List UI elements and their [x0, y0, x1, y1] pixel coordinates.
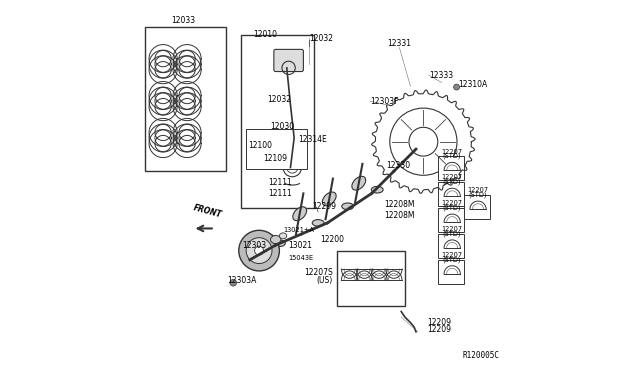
- Ellipse shape: [271, 235, 281, 244]
- Text: 12303A: 12303A: [228, 276, 257, 285]
- Bar: [438, 182, 464, 206]
- Text: 12299: 12299: [312, 202, 337, 211]
- Text: (STD): (STD): [443, 256, 461, 263]
- Bar: [464, 195, 490, 219]
- Text: (STD): (STD): [443, 153, 461, 160]
- Text: 12032: 12032: [309, 34, 333, 43]
- Ellipse shape: [292, 207, 307, 221]
- Text: 12310A: 12310A: [458, 80, 488, 89]
- Text: 12207: 12207: [441, 174, 462, 180]
- Ellipse shape: [371, 186, 383, 193]
- Ellipse shape: [312, 219, 324, 226]
- Ellipse shape: [342, 203, 353, 210]
- Circle shape: [246, 238, 272, 263]
- Text: 12207S: 12207S: [304, 268, 333, 277]
- Text: 12209: 12209: [427, 318, 451, 327]
- Bar: [145, 27, 226, 171]
- Circle shape: [454, 84, 460, 90]
- Text: 12207: 12207: [441, 149, 462, 155]
- Text: 12200: 12200: [320, 235, 344, 244]
- Text: 12207: 12207: [441, 252, 462, 258]
- Text: 12333: 12333: [429, 71, 453, 80]
- Bar: [438, 234, 464, 258]
- Text: 12111: 12111: [268, 189, 292, 198]
- Text: (STD): (STD): [443, 179, 461, 185]
- Text: 12207: 12207: [467, 187, 488, 193]
- FancyBboxPatch shape: [274, 49, 303, 71]
- Text: 13021: 13021: [289, 241, 312, 250]
- Ellipse shape: [323, 192, 336, 206]
- Text: (STD): (STD): [468, 192, 487, 198]
- Text: FRONT: FRONT: [192, 203, 223, 219]
- Bar: [438, 157, 464, 180]
- Text: (STD): (STD): [443, 230, 461, 237]
- Ellipse shape: [352, 176, 365, 190]
- Text: 12033: 12033: [172, 16, 195, 25]
- Text: (US): (US): [317, 276, 333, 285]
- Text: 13021+A: 13021+A: [283, 227, 314, 233]
- Circle shape: [255, 246, 264, 255]
- Bar: [438, 208, 464, 232]
- Text: 12208M: 12208M: [385, 200, 415, 209]
- Text: 12010: 12010: [253, 30, 278, 39]
- Bar: [241, 35, 314, 208]
- Text: 12030: 12030: [270, 122, 294, 131]
- Circle shape: [230, 279, 237, 286]
- Bar: [337, 251, 405, 306]
- Text: 12109: 12109: [263, 154, 287, 163]
- Ellipse shape: [273, 240, 285, 247]
- Text: 12111: 12111: [268, 178, 292, 187]
- Bar: [438, 260, 464, 284]
- Text: 12330: 12330: [387, 161, 411, 170]
- Text: 12209: 12209: [427, 326, 451, 334]
- Ellipse shape: [280, 233, 287, 239]
- Text: 12303F: 12303F: [370, 97, 398, 106]
- Text: R120005C: R120005C: [462, 350, 499, 359]
- Text: 12100: 12100: [248, 141, 272, 150]
- Text: 15043E: 15043E: [289, 255, 314, 261]
- Circle shape: [239, 230, 280, 271]
- Text: 12208M: 12208M: [385, 211, 415, 220]
- Text: 12314E: 12314E: [298, 135, 326, 144]
- Text: 12032: 12032: [268, 95, 292, 104]
- Text: 12303: 12303: [243, 241, 267, 250]
- Text: 12207: 12207: [441, 226, 462, 232]
- Text: 12207: 12207: [441, 200, 462, 206]
- Bar: [246, 129, 307, 169]
- Text: (STD): (STD): [443, 205, 461, 211]
- Text: 12331: 12331: [387, 39, 412, 48]
